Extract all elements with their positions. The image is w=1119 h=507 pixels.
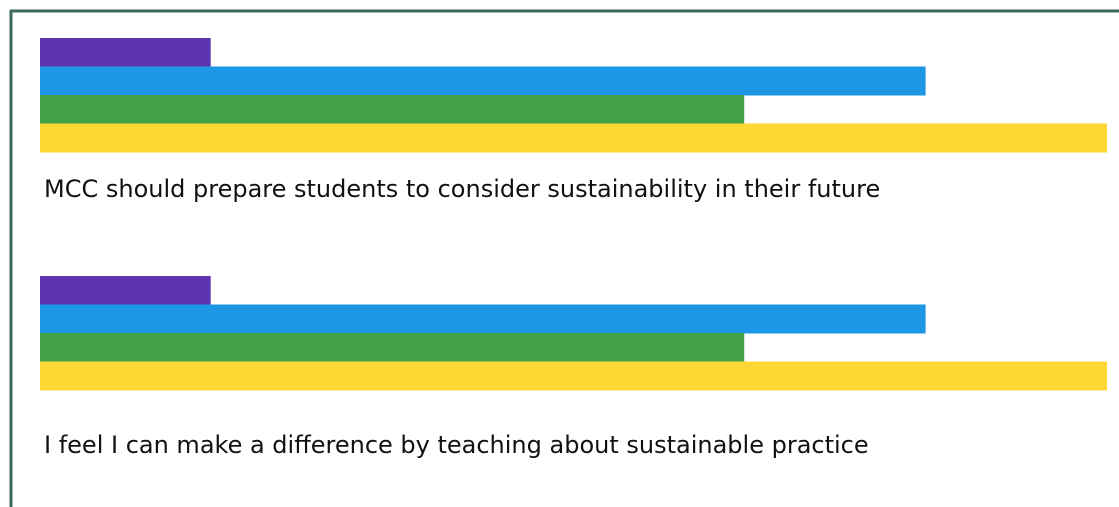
bar <box>40 66 926 96</box>
bar <box>40 95 745 124</box>
bar-group-label: MCC should prepare students to consider … <box>44 175 880 203</box>
bar <box>40 38 211 67</box>
bar <box>40 333 745 362</box>
bar <box>40 123 1107 153</box>
bar <box>40 304 926 334</box>
bar <box>40 276 211 305</box>
bar <box>40 361 1107 391</box>
bar-group-label: I feel I can make a difference by teachi… <box>44 431 869 459</box>
